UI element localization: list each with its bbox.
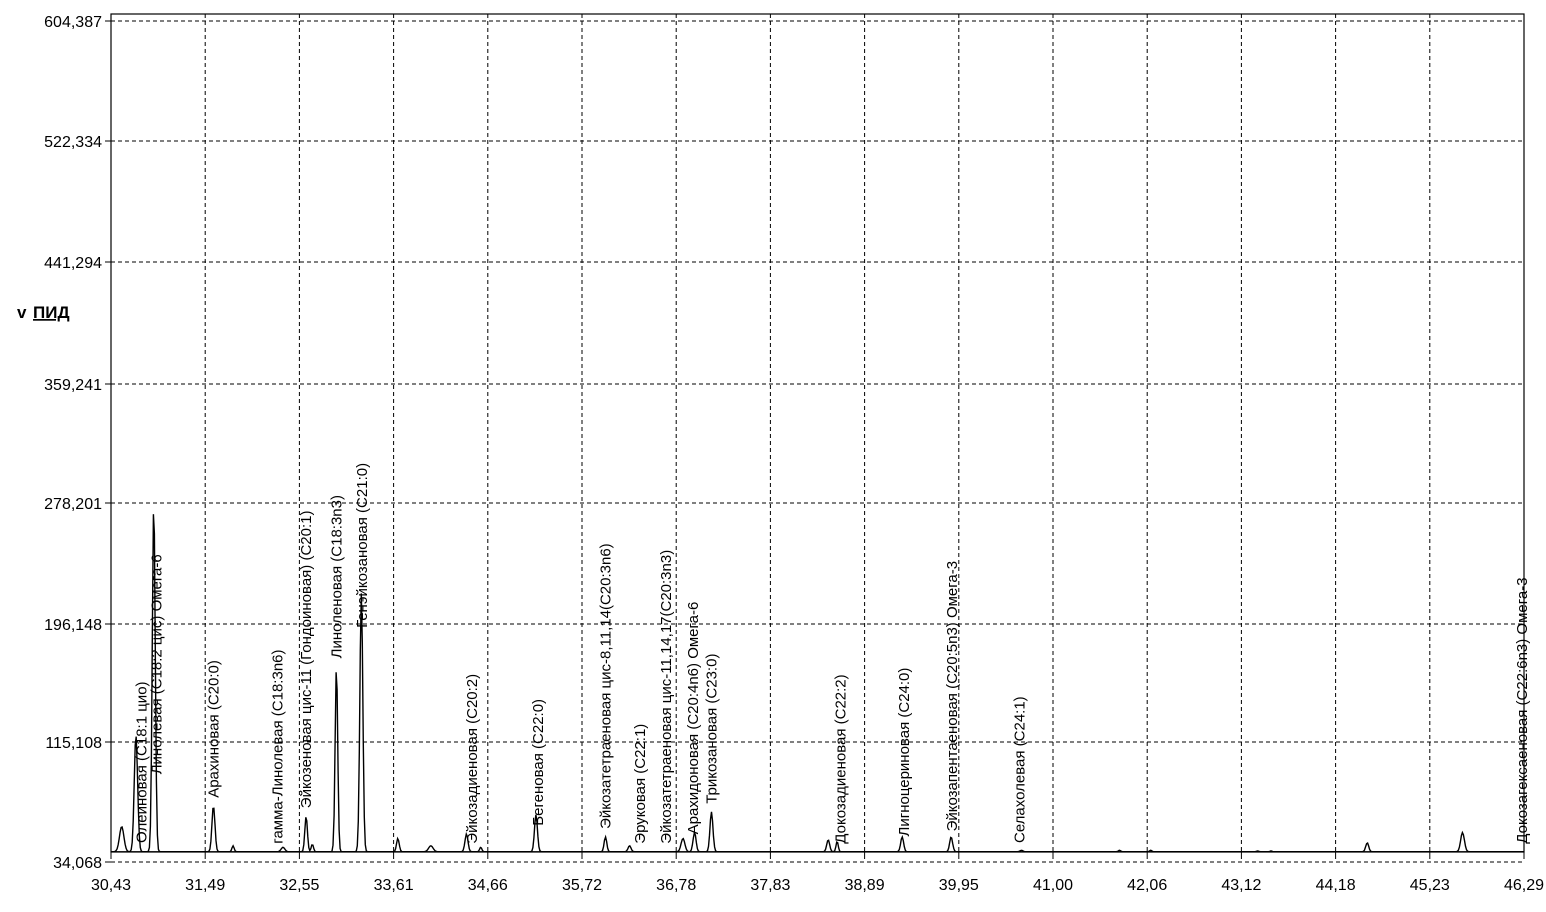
peak-label: Бегеновая (С22:0) (530, 699, 547, 826)
peak-label: Эйкозатетраеновая цис-11,14,17(С20:3n3) (658, 550, 675, 844)
y-tick-label: 604,387 (44, 14, 102, 31)
peak-label: Эйкозапентаеновая (С20:5n3) Омега-3 (944, 561, 961, 832)
peak-label: гамма-Линолевая (С18:3n6) (270, 649, 287, 843)
peak-label: Олеиновая (С18:1 цио) (133, 681, 150, 843)
x-tick-label: 44,18 (1316, 877, 1356, 894)
y-axis-label: v ПИД (17, 303, 70, 322)
peak-label: Эйкозатетраеновая цис-8,11,14(С20:3n6) (598, 543, 615, 829)
y-axis-ticks: 34,068 115,108 196,148 278,201 359,241 441,29… (44, 14, 111, 872)
x-tick-label: 33,61 (374, 877, 414, 894)
x-axis-ticks: 30,43 31,49 32,55 33,61 34,66 35,72 36,78 37,83… (91, 852, 1544, 894)
peak-label: Эйкозадиеновая (С20:2) (464, 674, 481, 844)
plot-area (110, 13, 1525, 853)
peak-label: Трикозановая (С23:0) (704, 654, 721, 804)
grid-lines (111, 14, 1524, 863)
y-axis-label-text[interactable]: ПИД (33, 303, 70, 322)
peak-label: Лигноцериновая (С24:0) (896, 668, 913, 837)
x-tick-label: 31,49 (185, 877, 225, 894)
x-tick-label: 41,00 (1033, 877, 1073, 894)
peak-label: Эруковая (С22:1) (632, 724, 649, 844)
y-tick-label: 441,294 (44, 255, 102, 272)
peak-label: Генэйкозановая (С21:0) (354, 463, 371, 628)
x-tick-label: 39,95 (939, 877, 979, 894)
x-tick-label: 42,06 (1127, 877, 1167, 894)
y-tick-label: 115,108 (45, 735, 102, 752)
y-tick-label: 522,334 (44, 134, 102, 151)
peak-label: Линолевая (С18:2 цис) Омега-6 (148, 554, 165, 774)
peak-annotations: Олеиновая (С18:1 цио)Линолевая (С18:2 ци… (133, 463, 1531, 844)
x-tick-label: 30,43 (91, 877, 131, 894)
peak-label: Линоленовая (С18:3n3) (328, 495, 345, 658)
x-tick-label: 43,12 (1221, 877, 1261, 894)
peak-label: Докозагексаеновая (С22:6n3) Омега-3 (1514, 577, 1531, 843)
peak-label: Арахидоновая (С20:4n6) Омега-6 (685, 602, 702, 835)
y-axis-label-prefix: v (17, 303, 27, 322)
x-tick-label: 37,83 (750, 877, 790, 894)
peak-label: Эйкозеновая цис-11 (Гондоиновая) (С20:1) (298, 511, 315, 809)
x-tick-label: 34,66 (468, 877, 508, 894)
x-tick-label: 36,78 (656, 877, 696, 894)
y-tick-label: 34,068 (53, 855, 102, 872)
x-tick-label: 46,29 (1504, 877, 1544, 894)
x-tick-label: 32,55 (279, 877, 319, 894)
peak-label: Селахолевая (С24:1) (1012, 696, 1029, 843)
x-tick-label: 38,89 (845, 877, 885, 894)
x-tick-label: 35,72 (562, 877, 602, 894)
y-tick-label: 196,148 (44, 617, 102, 634)
y-tick-label: 359,241 (44, 377, 102, 394)
y-tick-label: 278,201 (44, 496, 102, 513)
peak-label: Арахиновая (С20:0) (206, 660, 223, 798)
x-tick-label: 45,23 (1410, 877, 1450, 894)
peak-label: Докозадиеновая (С22:2) (833, 674, 850, 843)
